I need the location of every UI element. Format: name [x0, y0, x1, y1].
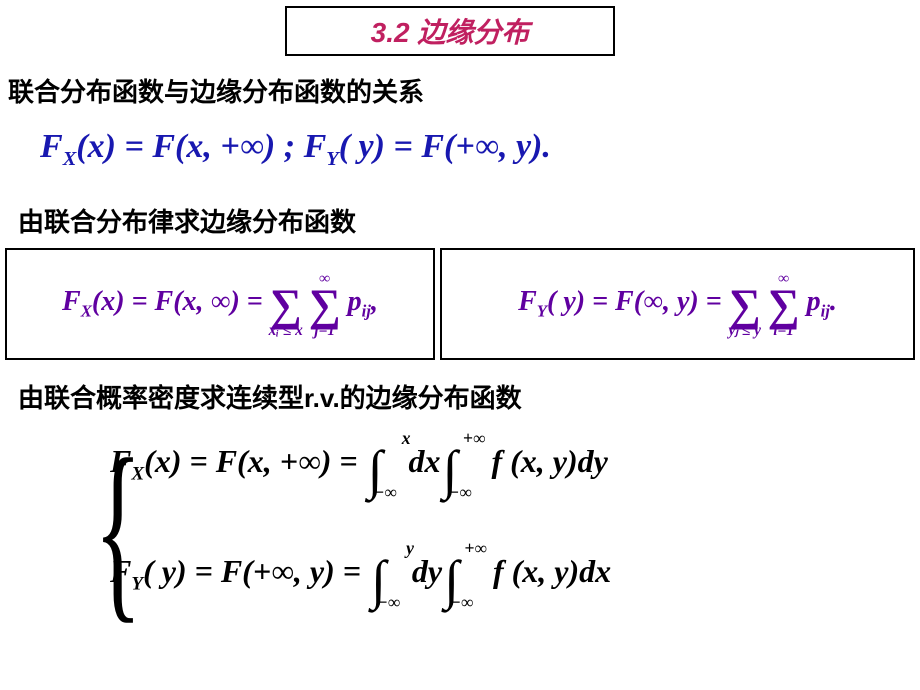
- l1-b: (x) = F(x, +∞) =: [144, 443, 365, 479]
- discrete-box-x: FX(x) = F(x, ∞) = ∑xᵢ ≤ x ∞∑j=1 pij,: [5, 248, 435, 360]
- l1-asub: X: [131, 463, 144, 484]
- br-s2b: i=1: [762, 322, 806, 340]
- f1-c: ( y) = F(+∞, y).: [339, 128, 551, 165]
- bl-s2t: ∞: [309, 270, 341, 288]
- formula-relation: FX(x) = F(x, +∞) ; FY( y) = F(+∞, y).: [40, 128, 551, 171]
- f1-bsub: Y: [326, 148, 338, 170]
- l2-i1t: y: [406, 538, 414, 559]
- br-a: F: [518, 286, 537, 317]
- int1-y: y∫−∞: [371, 550, 386, 599]
- br-b: ( y) = F(∞, y) =: [547, 286, 729, 317]
- sum2-y: ∞∑i=1: [768, 284, 800, 323]
- title-text: 3.2 边缘分布: [371, 11, 530, 51]
- l2-b: ( y) = F(+∞, y) =: [143, 553, 369, 589]
- bl-asub: X: [81, 302, 92, 321]
- heading1-text: 联合分布函数与边缘分布函数的关系: [8, 77, 424, 107]
- br-r: p: [800, 286, 821, 317]
- l1-d: f (x, y)dy: [483, 443, 607, 479]
- l2-c: dy: [412, 553, 442, 589]
- l2-i2t: +∞: [464, 538, 487, 559]
- br-s2t: ∞: [768, 270, 800, 288]
- int2-x: +∞∫−∞: [443, 440, 458, 489]
- sum2-x: ∞∑j=1: [309, 284, 341, 323]
- int1-x: x∫−∞: [368, 440, 383, 489]
- l1-i1b: −∞: [374, 482, 397, 503]
- discrete-formula-y: FY( y) = F(∞, y) = ∑yⱼ ≤ y ∞∑i=1 pij.: [518, 284, 837, 323]
- l1-i1t: x: [402, 428, 411, 449]
- br-asub: Y: [537, 302, 547, 321]
- l2-i2b: −∞: [450, 592, 473, 613]
- bl-rsub: ij: [362, 302, 371, 321]
- int2-y: +∞∫−∞: [444, 550, 459, 599]
- bl-s2b: j=1: [303, 322, 347, 340]
- f1-asub: X: [63, 148, 77, 170]
- bl-a: F: [62, 286, 81, 317]
- l2-asub: Y: [131, 573, 143, 594]
- heading-relation: 联合分布函数与边缘分布函数的关系: [8, 72, 424, 109]
- l1-c: dx: [409, 443, 441, 479]
- heading-discrete: 由联合分布律求边缘分布函数: [18, 202, 356, 239]
- heading3-text: 由联合概率密度求连续型r.v.的边缘分布函数: [18, 383, 522, 413]
- bl-s1b: xᵢ ≤ x: [264, 322, 308, 340]
- br-s1b: yⱼ ≤ y: [723, 321, 767, 340]
- heading2-text: 由联合分布律求边缘分布函数: [18, 207, 356, 237]
- bl-b: (x) = F(x, ∞) =: [92, 286, 270, 317]
- l1-i2b: −∞: [449, 482, 472, 503]
- l2-a: F: [110, 553, 131, 589]
- section-title: 3.2 边缘分布: [285, 6, 615, 56]
- discrete-formula-x: FX(x) = F(x, ∞) = ∑xᵢ ≤ x ∞∑j=1 pij,: [62, 284, 378, 323]
- l2-i1b: −∞: [377, 592, 400, 613]
- continuous-formula-x: FX(x) = F(x, +∞) = x∫−∞ dx+∞∫−∞ f (x, y)…: [110, 440, 608, 489]
- continuous-formula-y: FY( y) = F(+∞, y) = y∫−∞ dy+∞∫−∞ f (x, y…: [110, 550, 611, 599]
- bl-r: p: [341, 286, 362, 317]
- l1-a: F: [110, 443, 131, 479]
- sum1-y: ∑yⱼ ≤ y: [729, 284, 761, 323]
- f1-a: F: [40, 128, 63, 165]
- bl-tail: ,: [371, 286, 378, 317]
- continuous-system: { FX(x) = F(x, +∞) = x∫−∞ dx+∞∫−∞ f (x, …: [70, 420, 870, 660]
- br-tail: .: [830, 286, 837, 317]
- l1-i2t: +∞: [463, 428, 486, 449]
- heading-continuous: 由联合概率密度求连续型r.v.的边缘分布函数: [18, 378, 522, 415]
- l2-d: f (x, y)dx: [485, 553, 611, 589]
- sum1-x: ∑xᵢ ≤ x: [270, 284, 302, 323]
- discrete-box-y: FY( y) = F(∞, y) = ∑yⱼ ≤ y ∞∑i=1 pij.: [440, 248, 915, 360]
- f1-b: (x) = F(x, +∞) ; F: [76, 128, 326, 165]
- br-rsub: ij: [821, 302, 830, 321]
